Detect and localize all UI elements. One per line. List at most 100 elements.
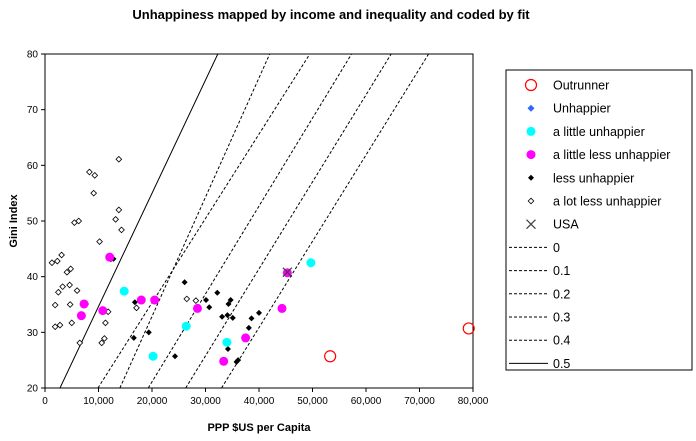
legend-item: a little unhappier [526,125,645,139]
data-point [224,346,231,353]
data-point [219,313,226,320]
x-tick-label: 40,000 [244,396,275,407]
legend-marker [524,78,538,92]
data-point [91,171,99,179]
legend-item: Outrunner [524,78,609,93]
data-point [67,265,75,273]
legend-item: 0.2 [509,287,570,301]
legend: Outrunner Unhappier a little unhappier a li… [509,79,670,371]
data-point [98,339,106,347]
fit-line-0.5 [59,54,219,388]
legend-label: less unhappier [553,171,634,185]
data-point [115,206,123,214]
legend-label: 0.2 [553,287,570,301]
legend-label: a lot less unhappier [553,195,661,209]
data-point [206,304,213,311]
data-point [219,356,229,366]
data-point [225,300,232,307]
data-point [245,324,252,331]
legend-label: a little less unhappier [553,148,670,162]
x-tick-label: 10,000 [83,396,114,407]
x-tick-label: 60,000 [351,396,382,407]
y-tick-label: 80 [27,50,39,61]
data-point [73,287,81,294]
data-point [172,353,179,360]
chart-title: Unhappiness mapped by income and inequal… [132,7,530,22]
data-point [130,334,137,341]
x-tick-label: 20,000 [137,396,168,407]
legend-item: 0.1 [509,264,570,278]
data-point [102,319,109,327]
data-point [48,259,56,267]
data-point [133,304,140,312]
data-point [115,155,123,163]
data-point [66,281,73,289]
data-point [136,295,146,305]
data-point [222,337,232,347]
legend-label: Outrunner [553,79,609,93]
data-point [51,323,59,331]
data-point [79,299,89,309]
x-tick-label: 0 [42,396,48,407]
data-point [56,321,64,329]
data-point [241,333,251,343]
data-point [53,257,61,265]
x-tick-label: 50,000 [297,396,328,407]
data-point [227,297,234,304]
y-tick-label: 40 [27,272,39,283]
legend-label: a little unhappier [553,125,645,139]
legend-label: 0.1 [553,264,570,278]
data-point [75,217,83,225]
data-point [145,329,152,336]
data-point [150,295,160,305]
data-point [101,335,108,342]
fit-line-0.3 [185,54,392,388]
x-tick-label: 80,000 [458,396,489,407]
axis-ticks: 0 10,000 20,000 30,000 40,000 50,000 60,000 70,… [27,50,489,408]
data-point [192,297,200,304]
y-tick-label: 60 [27,161,39,172]
data-point [229,314,236,321]
legend-item: 0.4 [509,334,570,348]
data-point [76,311,86,321]
legend-label: 0.5 [553,357,570,371]
plot-area [44,53,474,389]
x-tick-label: 70,000 [404,396,435,407]
x-axis-label: PPP $US per Capita [207,422,311,434]
data-point [55,288,62,296]
legend-label: 0.4 [553,334,570,348]
legend-marker [527,104,535,112]
legend-marker [526,150,536,160]
data-point [131,299,138,306]
data-point [235,357,242,364]
data-point [277,303,287,313]
data-point [59,283,67,291]
data-point [112,215,119,223]
fit-lines [59,54,430,388]
data-point [96,238,103,245]
legend-box [505,69,693,371]
legend-label: 0.3 [553,311,570,325]
data-point [118,226,125,234]
data-point [256,309,262,316]
data-point [462,322,475,335]
y-axis-label: Gini Index [8,194,20,248]
legend-label: Unhappier [553,102,611,116]
data-point [282,267,293,278]
legend-marker [528,174,534,181]
legend-marker [527,197,535,205]
data-point [51,301,59,309]
legend-item: less unhappier [528,171,634,185]
data-point [306,258,316,268]
legend-label: 0 [553,241,560,255]
data-point [63,268,71,276]
data-point [66,301,74,308]
legend-marker [526,219,536,230]
data-point [119,286,129,296]
data-point [181,321,191,331]
x-tick-label: 30,000 [190,396,221,407]
data-point [248,315,255,322]
legend-item: 0.3 [509,311,570,325]
legend-item: a little less unhappier [526,148,670,162]
fit-line-0.1 [97,54,311,388]
